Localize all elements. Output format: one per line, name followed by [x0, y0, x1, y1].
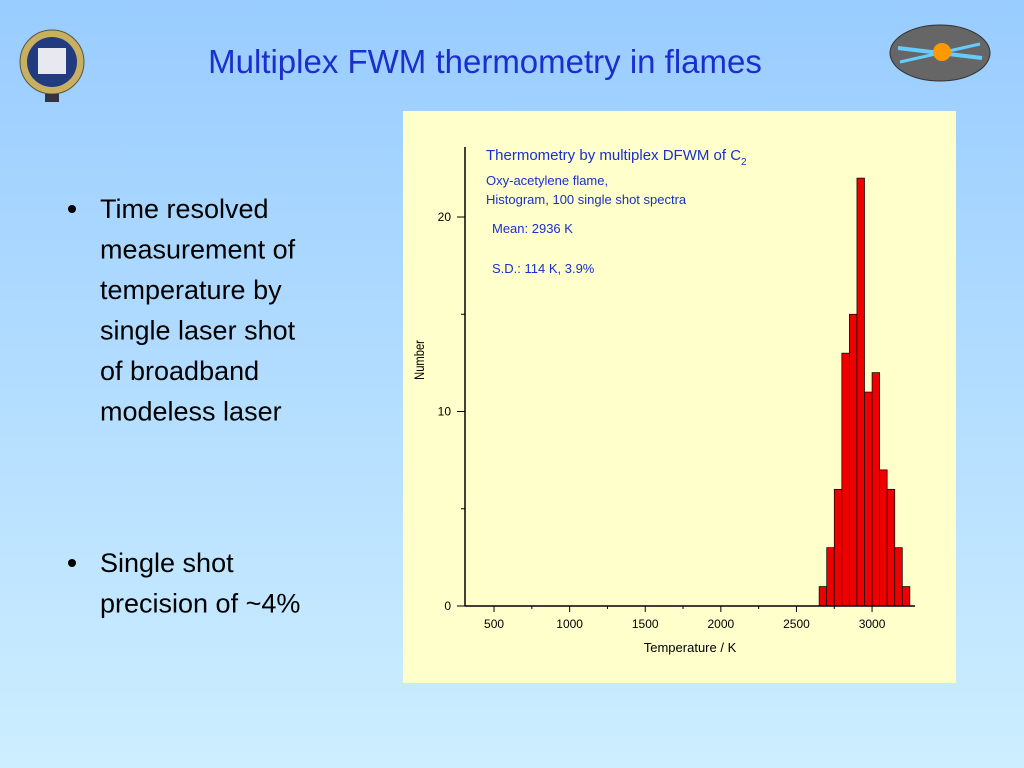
x-tick-label: 1500: [632, 617, 659, 631]
bar: [879, 469, 888, 607]
y-tick-label: 0: [444, 599, 451, 613]
y-axis-label: Number: [412, 340, 427, 380]
bullet-line: modeless laser: [100, 397, 282, 427]
bullet-list: Time resolved measurement of temperature b…: [68, 194, 300, 619]
crest-logo: [19, 29, 85, 102]
bullet-dot: [68, 559, 76, 567]
annotation: Histogram, 100 single shot spectra: [486, 192, 687, 207]
bar: [901, 586, 911, 607]
bar: [871, 372, 880, 607]
laser-logo: [889, 24, 991, 82]
bullet-line: temperature by: [100, 275, 282, 305]
bullet-line: of broadband: [100, 356, 259, 386]
chart-title-subscript: 2: [741, 157, 747, 168]
x-axis-label: Temperature / K: [644, 640, 737, 655]
bullet-line: measurement of: [100, 235, 296, 265]
x-tick-label: 1000: [556, 617, 583, 631]
bullet-line: Time resolved: [100, 194, 269, 224]
chart-title-text: Thermometry by multiplex DFWM of C: [486, 147, 741, 164]
y-tick-label: 20: [438, 210, 452, 224]
bar: [849, 313, 858, 607]
annotation: S.D.: 114 K, 3.9%: [492, 261, 595, 276]
x-tick-label: 500: [484, 617, 504, 631]
chart: Oxy-acetylene flame, Histogram, 100 singl…: [412, 147, 915, 655]
bar: [886, 488, 896, 607]
x-tick-label: 2000: [707, 617, 734, 631]
x-tick-label: 2500: [783, 617, 810, 631]
bar: [841, 352, 850, 607]
slide-title: Multiplex FWM thermometry in flames: [208, 43, 762, 80]
bar: [864, 391, 873, 607]
y-tick-label: 10: [438, 405, 452, 419]
x-tick-label: 3000: [859, 617, 886, 631]
bar: [826, 547, 835, 607]
annotation: Oxy-acetylene flame,: [486, 173, 608, 188]
bullet-line: single laser shot: [100, 316, 296, 346]
bar: [894, 547, 903, 607]
bar: [856, 177, 865, 607]
chart-title: Thermometry by multiplex DFWM of C2: [486, 147, 747, 168]
bullet-dot: [68, 205, 76, 213]
bullet-line: Single shot: [100, 548, 234, 578]
bullet-line: precision of ~4%: [100, 589, 300, 619]
annotation: Mean: 2936 K: [492, 221, 573, 236]
bar: [818, 586, 828, 607]
bar: [833, 488, 843, 607]
